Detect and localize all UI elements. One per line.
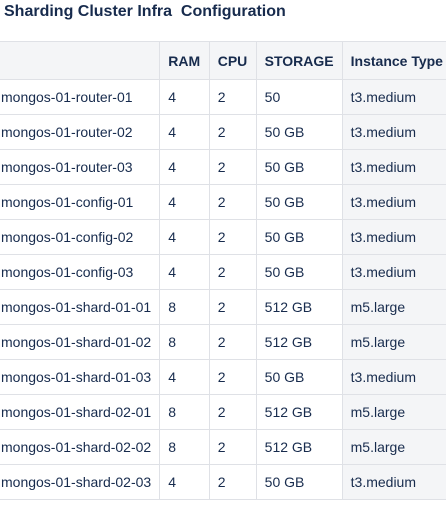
column-header-ram: RAM — [159, 41, 210, 80]
table-row: mongos-01-config-03 4 2 50 GB t3.medium — [0, 254, 446, 290]
cell-storage: 512 GB — [255, 394, 343, 430]
table-header-row: RAM CPU STORAGE Instance Type — [0, 41, 446, 80]
cell-host: mongos-01-shard-01-01 — [0, 289, 161, 325]
column-header-host — [0, 41, 161, 80]
cell-cpu: 2 — [208, 359, 257, 395]
table-row: mongos-01-shard-01-01 8 2 512 GB m5.large — [0, 289, 446, 325]
cell-host: mongos-01-shard-01-03 — [0, 359, 161, 395]
cell-host: mongos-01-router-01 — [0, 79, 161, 115]
cell-cpu: 2 — [208, 219, 257, 255]
cell-instance-type: t3.medium — [341, 254, 446, 290]
cell-instance-type: t3.medium — [341, 184, 446, 220]
table-row: mongos-01-router-03 4 2 50 GB t3.medium — [0, 149, 446, 185]
cell-host: mongos-01-config-01 — [0, 184, 161, 220]
cell-cpu: 2 — [208, 184, 257, 220]
cell-host: mongos-01-shard-01-02 — [0, 324, 161, 360]
cell-storage: 512 GB — [255, 324, 343, 360]
cell-instance-type: t3.medium — [341, 219, 446, 255]
cell-cpu: 2 — [208, 149, 257, 185]
table-row: mongos-01-config-01 4 2 50 GB t3.medium — [0, 184, 446, 220]
cell-cpu: 2 — [208, 79, 257, 115]
cell-instance-type: t3.medium — [341, 359, 446, 395]
cell-storage: 50 GB — [255, 184, 343, 220]
table-row: mongos-01-shard-01-02 8 2 512 GB m5.large — [0, 324, 446, 360]
table-row: mongos-01-router-02 4 2 50 GB t3.medium — [0, 114, 446, 150]
cell-ram: 4 — [159, 219, 210, 255]
cell-cpu: 2 — [208, 114, 257, 150]
table-row: mongos-01-config-02 4 2 50 GB t3.medium — [0, 219, 446, 255]
column-header-cpu: CPU — [208, 41, 257, 80]
cell-host: mongos-01-router-02 — [0, 114, 161, 150]
cell-host: mongos-01-config-02 — [0, 219, 161, 255]
page-title: Sharding Cluster Infra Configuration — [4, 3, 286, 20]
cell-cpu: 2 — [208, 394, 257, 430]
cell-storage: 50 GB — [255, 254, 343, 290]
cell-storage: 50 GB — [255, 114, 343, 150]
cell-instance-type: t3.medium — [341, 114, 446, 150]
cell-ram: 4 — [159, 359, 210, 395]
cell-instance-type: m5.large — [341, 394, 446, 430]
cell-ram: 8 — [159, 324, 210, 360]
cell-instance-type: t3.medium — [341, 79, 446, 115]
cell-host: mongos-01-config-03 — [0, 254, 161, 290]
cell-ram: 8 — [159, 289, 210, 325]
cell-cpu: 2 — [208, 429, 257, 465]
cell-host: mongos-01-router-03 — [0, 149, 161, 185]
table-row: mongos-01-shard-01-03 4 2 50 GB t3.medium — [0, 359, 446, 395]
cell-storage: 512 GB — [255, 429, 343, 465]
column-header-storage: STORAGE — [255, 41, 343, 80]
cell-ram: 4 — [159, 114, 210, 150]
cell-ram: 8 — [159, 429, 210, 465]
cell-instance-type: m5.large — [341, 324, 446, 360]
cell-host: mongos-01-shard-02-01 — [0, 394, 161, 430]
table-row: mongos-01-router-01 4 2 50 t3.medium — [0, 79, 446, 115]
cell-host: mongos-01-shard-02-03 — [0, 464, 161, 500]
cell-ram: 4 — [159, 79, 210, 115]
infra-config-table: RAM CPU STORAGE Instance Type mongos-01-… — [0, 41, 446, 500]
table-row: mongos-01-shard-02-02 8 2 512 GB m5.large — [0, 429, 446, 465]
cell-storage: 50 GB — [255, 464, 343, 500]
cell-cpu: 2 — [208, 254, 257, 290]
cell-instance-type: m5.large — [341, 429, 446, 465]
cell-ram: 8 — [159, 394, 210, 430]
cell-storage: 50 — [255, 79, 343, 115]
cell-storage: 50 GB — [255, 149, 343, 185]
infra-config-table-container: RAM CPU STORAGE Instance Type mongos-01-… — [0, 41, 446, 511]
cell-storage: 512 GB — [255, 289, 343, 325]
cell-ram: 4 — [159, 254, 210, 290]
cell-cpu: 2 — [208, 289, 257, 325]
cell-cpu: 2 — [208, 464, 257, 500]
cell-host: mongos-01-shard-02-02 — [0, 429, 161, 465]
cell-ram: 4 — [159, 184, 210, 220]
table-row: mongos-01-shard-02-01 8 2 512 GB m5.large — [0, 394, 446, 430]
cell-instance-type: m5.large — [341, 289, 446, 325]
table-row: mongos-01-shard-02-03 4 2 50 GB t3.medium — [0, 464, 446, 500]
cell-cpu: 2 — [208, 324, 257, 360]
cell-storage: 50 GB — [255, 219, 343, 255]
cell-instance-type: t3.medium — [341, 149, 446, 185]
cell-ram: 4 — [159, 464, 210, 500]
cell-instance-type: t3.medium — [341, 464, 446, 500]
column-header-instance-type: Instance Type — [341, 41, 446, 80]
cell-storage: 50 GB — [255, 359, 343, 395]
cell-ram: 4 — [159, 149, 210, 185]
